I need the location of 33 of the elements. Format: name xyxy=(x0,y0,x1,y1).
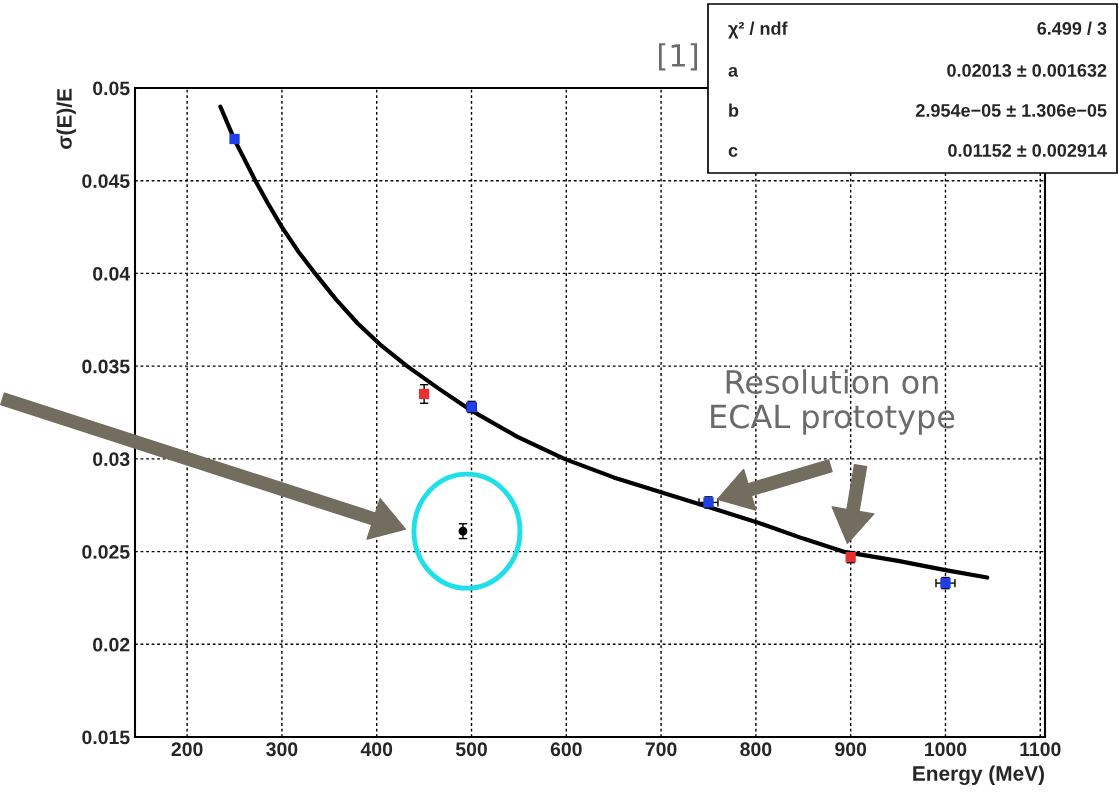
y-tick-label: 0.035 xyxy=(82,359,130,374)
point xyxy=(229,133,240,145)
x-tick-label: 1100 xyxy=(1020,742,1061,757)
annotation: 0.01152 ± 0.002914 xyxy=(948,144,1107,157)
y-tick-label: 0.015 xyxy=(82,730,130,745)
x-tick-label: 500 xyxy=(455,742,487,757)
x-tick-label: 800 xyxy=(740,742,772,757)
x-axis-title: Energy (MeV) xyxy=(913,765,1044,786)
y-tick-label: 0.05 xyxy=(93,81,130,96)
text: 0.02013 ± 0.001632 xyxy=(947,64,1107,77)
x-tick-label: 300 xyxy=(266,742,298,757)
text: a xyxy=(728,66,739,77)
annotation: b xyxy=(729,103,739,117)
y-tick-label: 0.04 xyxy=(93,266,131,281)
x-tick-label: 1000 xyxy=(925,742,967,757)
annotation: Resolution on ECAL prototype xyxy=(711,369,955,435)
x-tick-label: 900 xyxy=(835,742,867,757)
x-tick-label: 600 xyxy=(550,742,582,757)
y-tick-label: 0.045 xyxy=(82,174,130,188)
text: χ² / ndf xyxy=(728,21,788,39)
x-tick-label: 700 xyxy=(645,742,677,757)
y-tick-label: 0.02 xyxy=(93,637,130,652)
annotation: c xyxy=(728,146,738,157)
point xyxy=(418,388,430,400)
y-tick-label: 0.03 xyxy=(93,452,130,467)
text: [1] xyxy=(658,43,698,71)
y-axis-title: σ(E)/E xyxy=(56,88,76,149)
x-tick-label: 200 xyxy=(171,742,203,757)
point xyxy=(458,526,468,536)
annotation: 2.954e−05 ± 1.306e−05 xyxy=(915,104,1107,117)
x-tick-label: 400 xyxy=(360,742,393,757)
y-tick-label: 0.025 xyxy=(82,545,130,559)
text: 6.499 / 3 xyxy=(1037,21,1107,36)
